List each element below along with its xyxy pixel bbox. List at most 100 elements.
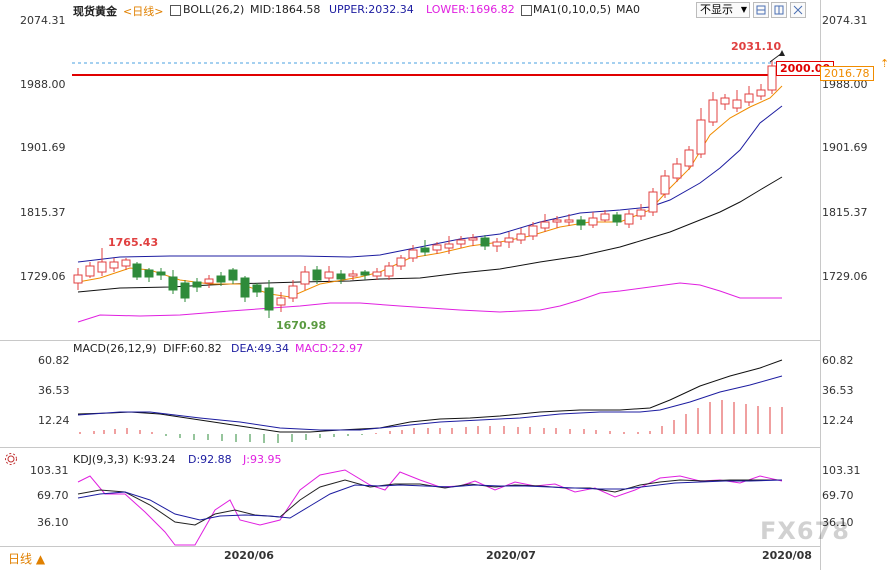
collapse-button[interactable] (753, 2, 769, 18)
kdj-axis-right-1: 69.70 (822, 489, 854, 502)
candle-body (97, 261, 107, 273)
right-axis-separator (820, 0, 821, 570)
macd-axis-right-1: 36.53 (822, 384, 854, 397)
candle-body (252, 284, 262, 293)
boll-toggle-icon[interactable] (170, 5, 181, 16)
kdj-d-value: D:92.88 (188, 453, 232, 466)
price-axis-right-2: 1901.69 (822, 141, 868, 154)
kdj-j-value: J:93.95 (243, 453, 282, 466)
kdj-axis-right-2: 36.10 (822, 516, 854, 529)
kdj-axis-left-2: 36.10 (37, 516, 69, 529)
ma-line (77, 85, 783, 298)
candle-body (228, 269, 238, 281)
price-axis-right-3: 1815.37 (822, 206, 868, 219)
candle-body (121, 259, 131, 267)
candle-body (372, 271, 382, 277)
high-annotation-1: 1765.43 (108, 236, 159, 249)
macd-macd-value: MACD:22.97 (295, 342, 364, 355)
settings-gear-icon[interactable] (4, 452, 24, 466)
period-button[interactable]: 日线 ▲ (0, 548, 72, 568)
ma0-label: MA0 (616, 3, 641, 16)
kdj-j-line (77, 469, 783, 546)
candle-body (300, 271, 310, 285)
candle-body (360, 271, 370, 276)
boll-label: BOLL(26,2) (183, 3, 245, 16)
instrument-title: 现货黄金 (73, 5, 117, 18)
candle-body (336, 273, 346, 280)
time-label-0: 2020/06 (224, 549, 274, 562)
arrow-up-icon (779, 50, 785, 56)
macd-diff-value: DIFF:60.82 (163, 342, 222, 355)
candle-body (468, 237, 478, 241)
boll-mid-line (77, 176, 783, 293)
candle-body (192, 281, 202, 288)
candle-body (73, 274, 83, 284)
candle-body (756, 89, 766, 97)
candle-body (564, 219, 574, 223)
period-button-label: 日线 ▲ (8, 552, 46, 566)
candle-body (288, 285, 298, 299)
candle-body (312, 269, 322, 281)
candle-body (348, 273, 358, 277)
boll-lower-line (77, 282, 782, 323)
candle-body (432, 244, 442, 251)
candle-body (324, 271, 334, 279)
macd-dea-value: DEA:49.34 (231, 342, 289, 355)
price-chart[interactable] (0, 0, 820, 340)
macd-axis-left-2: 12.24 (38, 414, 70, 427)
candle-body (576, 219, 586, 226)
macd-axis-left-0: 60.82 (38, 354, 70, 367)
close-icon (793, 5, 803, 15)
candle-body (612, 214, 622, 223)
alert-arrow-icon[interactable]: ⇡ (880, 57, 890, 70)
candle-body (660, 175, 670, 195)
price-axis-right-0: 2074.31 (822, 14, 868, 27)
period-label: <日线> (123, 5, 164, 18)
time-axis-separator (0, 546, 820, 547)
close-button[interactable] (790, 2, 806, 18)
candle-body (708, 99, 718, 123)
chevron-down-icon: ▼ (740, 5, 747, 14)
candle-body (85, 265, 95, 277)
candle-body (648, 191, 658, 213)
price-axis-left-4: 1729.06 (20, 270, 66, 283)
candle-body (156, 271, 166, 276)
macd-dea-line (77, 375, 783, 431)
candle-body (480, 237, 490, 247)
boll-upper-value: UPPER:2032.34 (329, 3, 414, 16)
watermark: FX678 (760, 517, 850, 545)
candle-body (696, 119, 706, 155)
candle-body (744, 93, 754, 103)
candle-body (216, 275, 226, 283)
candle-body (636, 209, 646, 217)
kdj-label: KDJ(9,3,3) (73, 453, 129, 466)
kdj-k-value: K:93.24 (133, 453, 176, 466)
current-price-tag: 2016.78 (820, 66, 874, 81)
price-axis-left-3: 1815.37 (20, 206, 66, 219)
time-label-1: 2020/07 (486, 549, 536, 562)
expand-icon (774, 5, 784, 15)
candle-body (684, 149, 694, 167)
ma-label: MA1(0,10,0,5) (533, 3, 612, 16)
candle-body (767, 65, 777, 91)
candle-body (456, 239, 466, 245)
ma-toggle-icon[interactable] (521, 5, 532, 16)
candle-body (168, 276, 178, 291)
level-2000-tag: 2000.00 (776, 61, 835, 76)
boll-mid-value: MID:1864.58 (250, 3, 321, 16)
candle-body (132, 263, 142, 278)
expand-button[interactable] (771, 2, 787, 18)
macd-axis-right-0: 60.82 (822, 354, 854, 367)
candle-body (552, 219, 562, 223)
display-select-value: 不显示 (700, 3, 733, 16)
candle-body (516, 233, 526, 241)
main-pane-separator (0, 340, 820, 341)
macd-pane-separator (0, 447, 820, 448)
candlesticks (73, 60, 777, 318)
candle-body (264, 287, 274, 311)
kdj-k-line (77, 479, 782, 526)
candle-body (240, 277, 250, 298)
candle-body (588, 217, 598, 226)
display-select[interactable]: 不显示 ▼ (696, 2, 750, 18)
boll-upper-line (77, 105, 783, 263)
